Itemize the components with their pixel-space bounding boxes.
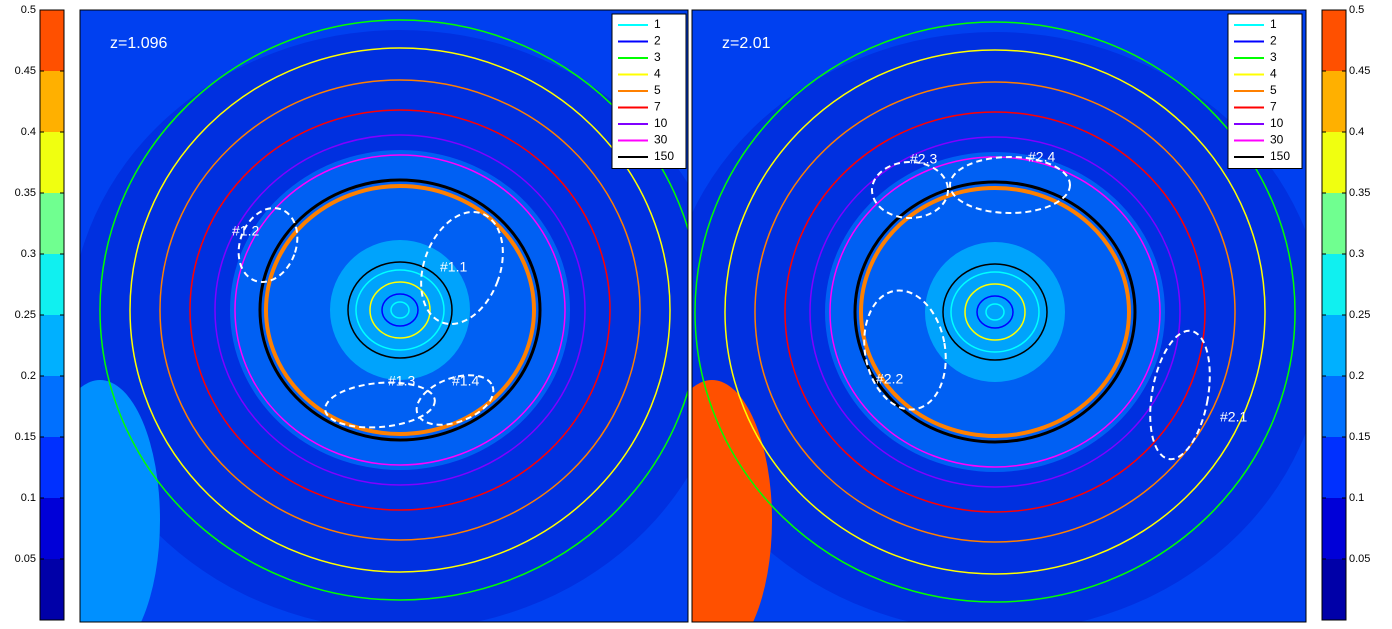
legend-label: 4 bbox=[1270, 67, 1277, 81]
legend-label: 10 bbox=[1270, 116, 1284, 130]
colorbar-band bbox=[1322, 315, 1346, 376]
annotation-label: #2.3 bbox=[910, 151, 937, 167]
colorbar-band bbox=[1322, 193, 1346, 254]
colorbar-band bbox=[40, 498, 64, 559]
colorbar-label: 0.1 bbox=[21, 492, 36, 504]
colorbar-label: 0.4 bbox=[1349, 126, 1364, 138]
colorbar-label: 0.25 bbox=[15, 309, 36, 321]
legend-label: 3 bbox=[1270, 50, 1277, 64]
legend-label: 2 bbox=[1270, 34, 1277, 48]
colorbar-label: 0.5 bbox=[21, 4, 36, 16]
annotation-label: #2.2 bbox=[876, 371, 903, 387]
legend-label: 150 bbox=[654, 149, 674, 163]
legend-label: 7 bbox=[1270, 100, 1277, 114]
legend-label: 10 bbox=[654, 116, 668, 130]
colorbar-band bbox=[1322, 132, 1346, 193]
annotation-label: #2.4 bbox=[1028, 149, 1055, 165]
colorbar-band bbox=[40, 376, 64, 437]
colorbar-label: 0.45 bbox=[1349, 65, 1370, 77]
colorbar-label: 0.3 bbox=[21, 248, 36, 260]
colorbar-band bbox=[40, 559, 64, 620]
colorbar-band bbox=[1322, 376, 1346, 437]
colorbar-band bbox=[1322, 10, 1346, 71]
colorbar-band bbox=[40, 132, 64, 193]
colorbar-label: 0.05 bbox=[15, 553, 36, 565]
figure: 0.050.10.150.20.250.30.350.40.450.50.050… bbox=[0, 0, 1392, 624]
colorbar-band bbox=[40, 254, 64, 315]
colorbar-band bbox=[1322, 559, 1346, 620]
colorbar-label: 0.35 bbox=[1349, 187, 1370, 199]
colorbar-label: 0.15 bbox=[1349, 431, 1370, 443]
colorbar-label: 0.45 bbox=[15, 65, 36, 77]
annotation-label: #2.1 bbox=[1220, 409, 1247, 425]
annotation-label: #1.4 bbox=[452, 373, 479, 389]
legend-label: 30 bbox=[1270, 133, 1284, 147]
colorbar-band bbox=[40, 10, 64, 71]
colorbar-label: 0.15 bbox=[15, 431, 36, 443]
legend-label: 7 bbox=[654, 100, 661, 114]
colorbar-band bbox=[1322, 254, 1346, 315]
colorbar-band bbox=[1322, 437, 1346, 498]
colorbar-label: 0.05 bbox=[1349, 553, 1370, 565]
panel-label: z=2.01 bbox=[722, 35, 771, 52]
colorbar-band bbox=[1322, 71, 1346, 132]
panel-label: z=1.096 bbox=[110, 35, 167, 52]
annotation-label: #1.3 bbox=[388, 373, 415, 389]
colorbar-band bbox=[40, 315, 64, 376]
legend-label: 3 bbox=[654, 50, 661, 64]
colorbar-label: 0.35 bbox=[15, 187, 36, 199]
colorbar-band bbox=[40, 437, 64, 498]
colorbar-band bbox=[1322, 498, 1346, 559]
colorbar-band bbox=[40, 71, 64, 132]
legend-label: 5 bbox=[1270, 83, 1277, 97]
legend-label: 30 bbox=[654, 133, 668, 147]
colorbar-label: 0.1 bbox=[1349, 492, 1364, 504]
legend-label: 1 bbox=[1270, 17, 1277, 31]
colorbar-label: 0.25 bbox=[1349, 309, 1370, 321]
colorbar-label: 0.4 bbox=[21, 126, 36, 138]
panel bbox=[652, 10, 1325, 624]
annotation-label: #1.2 bbox=[232, 223, 259, 239]
annotation-label: #1.1 bbox=[440, 259, 467, 275]
legend-label: 4 bbox=[654, 67, 661, 81]
colorbar-label: 0.5 bbox=[1349, 4, 1364, 16]
colorbar-label: 0.2 bbox=[1349, 370, 1364, 382]
legend-label: 2 bbox=[654, 34, 661, 48]
colorbar-band bbox=[40, 193, 64, 254]
colorbar-label: 0.2 bbox=[21, 370, 36, 382]
legend-label: 1 bbox=[654, 17, 661, 31]
region bbox=[925, 242, 1065, 382]
legend-label: 150 bbox=[1270, 149, 1290, 163]
colorbar-label: 0.3 bbox=[1349, 248, 1364, 260]
legend-label: 5 bbox=[654, 83, 661, 97]
